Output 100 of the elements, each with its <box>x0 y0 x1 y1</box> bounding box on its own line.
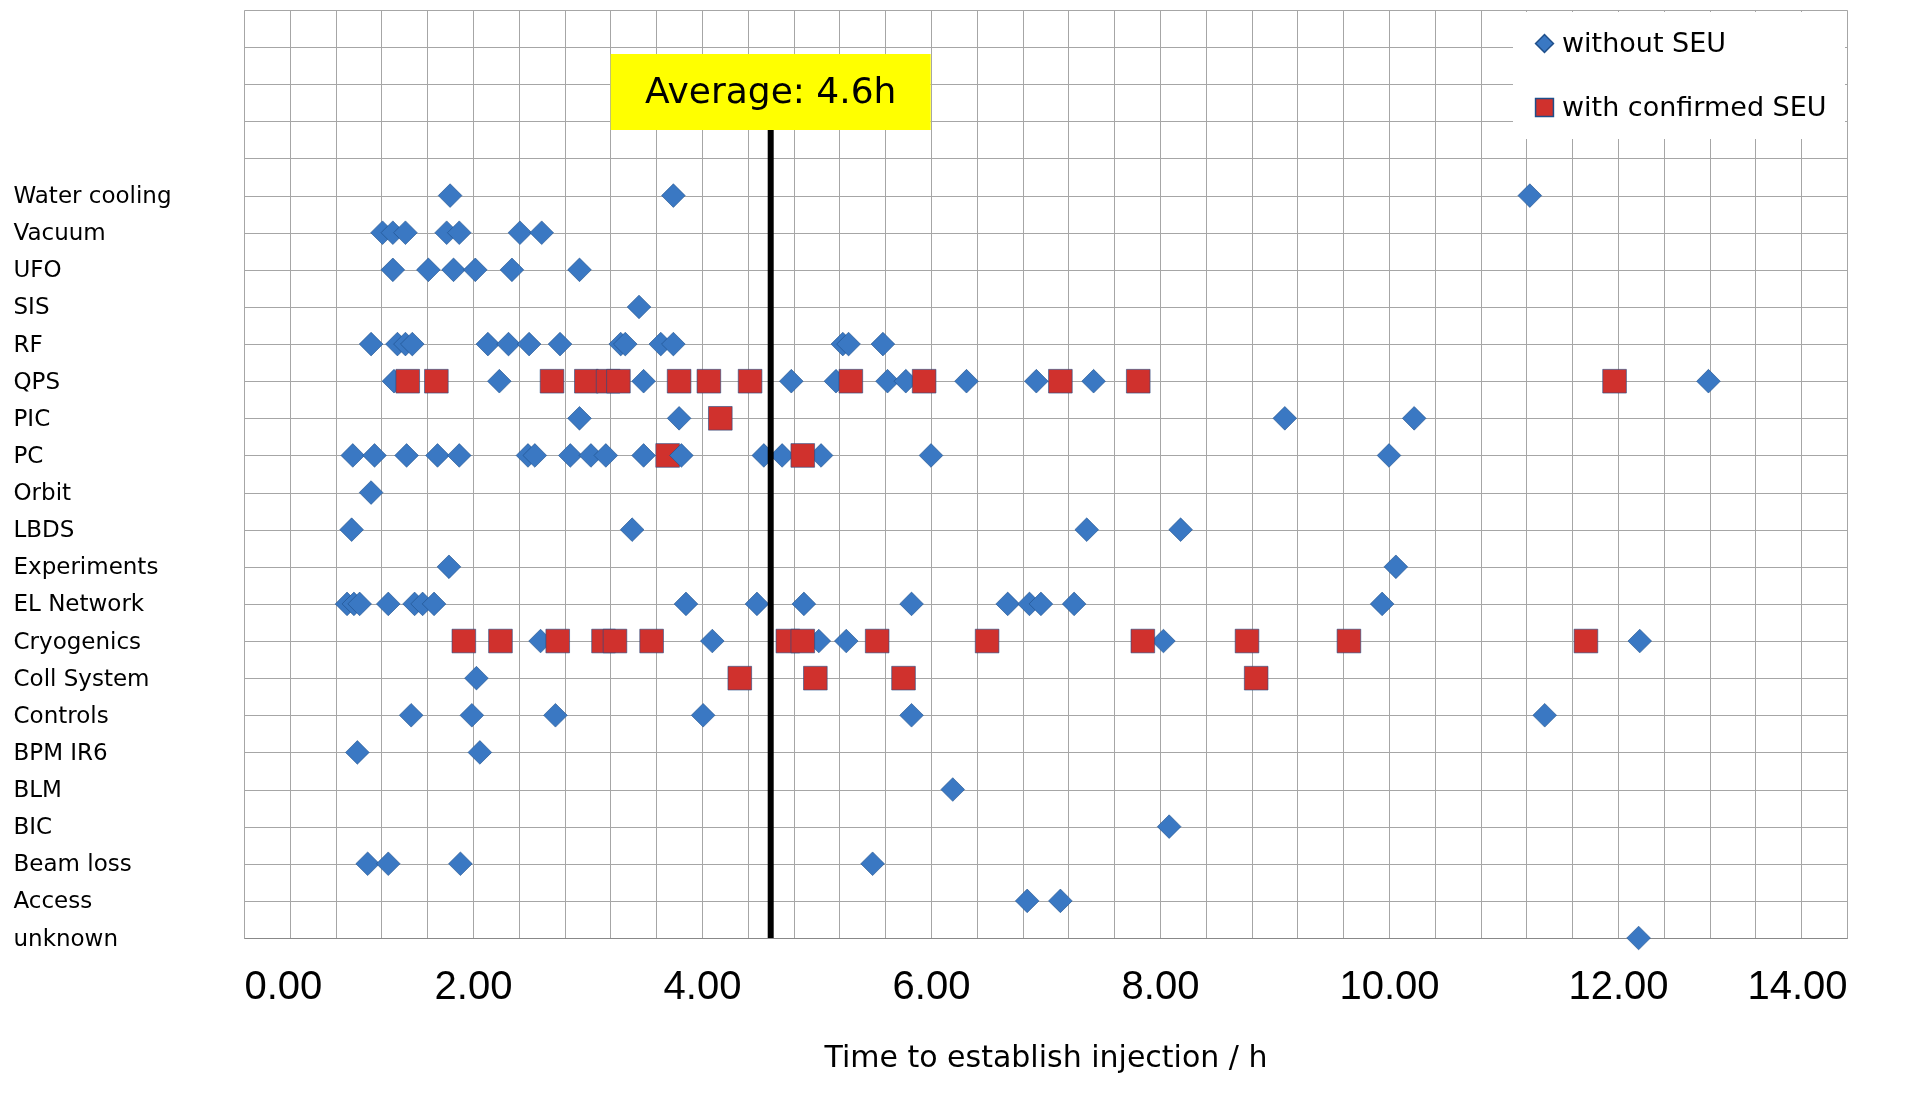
y-tick-label: Controls <box>13 701 109 728</box>
point <box>487 369 512 394</box>
y-tick-label: Beam loss <box>13 850 132 877</box>
point <box>666 369 692 394</box>
point <box>1081 369 1106 394</box>
y-tick-label: Experiments <box>13 553 159 580</box>
x-tick-label: 2.00 <box>434 962 513 1007</box>
point <box>860 851 885 876</box>
point <box>1532 703 1557 728</box>
point <box>436 554 462 579</box>
point <box>539 369 565 394</box>
y-tick-label: BPM IR6 <box>13 738 108 765</box>
point <box>380 257 405 282</box>
point <box>543 703 568 728</box>
point <box>464 666 489 691</box>
point <box>507 220 533 245</box>
point <box>727 666 752 691</box>
point <box>393 220 418 245</box>
point <box>918 443 944 468</box>
point <box>744 591 770 617</box>
point <box>437 183 463 208</box>
point <box>954 369 979 394</box>
y-tick-label: PIC <box>13 404 51 431</box>
point <box>567 406 592 431</box>
point <box>790 443 815 468</box>
y-tick-label: Coll System <box>13 664 150 691</box>
point <box>673 591 699 617</box>
point <box>940 777 965 802</box>
point <box>1244 666 1269 691</box>
point <box>499 257 525 282</box>
point <box>547 331 573 357</box>
x-tick-label: 10.00 <box>1339 962 1440 1007</box>
point <box>441 257 466 282</box>
point <box>696 369 721 394</box>
point <box>791 591 817 617</box>
x-tick-label: 8.00 <box>1121 962 1200 1007</box>
x-tick-label: 0.00 <box>244 962 323 1007</box>
point <box>606 369 631 394</box>
point <box>613 331 638 357</box>
point <box>1402 406 1427 431</box>
point <box>1168 517 1193 542</box>
point <box>567 257 592 282</box>
point <box>1517 183 1542 208</box>
point <box>691 703 716 728</box>
point <box>1015 888 1040 914</box>
y-tick-label: UFO <box>13 256 62 283</box>
y-tick-label: Access <box>13 887 93 914</box>
y-tick-label: Vacuum <box>13 219 106 246</box>
point <box>838 369 863 394</box>
y-tick-label: Orbit <box>13 479 72 506</box>
point <box>399 703 424 728</box>
x-tick-label: 6.00 <box>892 962 971 1007</box>
point <box>737 369 763 394</box>
point <box>545 628 570 654</box>
point <box>451 628 476 654</box>
point <box>362 443 387 468</box>
point <box>870 331 896 357</box>
point <box>574 369 599 394</box>
point <box>620 517 645 542</box>
point <box>421 591 447 617</box>
point <box>708 406 733 431</box>
point <box>1028 591 1054 617</box>
point <box>803 666 828 691</box>
point <box>339 517 364 542</box>
point <box>522 443 547 468</box>
y-tick-label: LBDS <box>13 516 75 543</box>
point <box>358 331 384 357</box>
point <box>974 628 1000 654</box>
point <box>1157 814 1182 839</box>
point <box>1024 369 1049 394</box>
point <box>1272 406 1297 431</box>
point <box>669 443 694 468</box>
point <box>891 666 916 691</box>
y-tick-label: EL Network <box>13 590 145 617</box>
point <box>661 331 686 357</box>
point <box>899 591 924 617</box>
point <box>447 443 472 468</box>
point <box>899 703 924 728</box>
y-tick-label: RF <box>13 330 43 357</box>
point <box>1048 369 1073 394</box>
point <box>345 740 370 765</box>
point <box>516 331 542 357</box>
y-tick-label: BIC <box>13 813 53 840</box>
point <box>425 443 450 468</box>
point <box>488 628 513 654</box>
point <box>394 443 419 468</box>
point <box>1696 369 1721 394</box>
point <box>459 703 484 728</box>
point <box>639 628 664 654</box>
y-tick-label: BLM <box>13 776 62 803</box>
point <box>496 331 521 357</box>
point <box>416 257 441 282</box>
y-tick-label: Cryogenics <box>13 627 142 654</box>
point <box>1573 628 1599 654</box>
point <box>475 331 501 357</box>
point <box>875 369 900 394</box>
point <box>424 369 449 394</box>
legend-label: with confirmed SEU <box>1562 90 1827 122</box>
point <box>666 406 692 431</box>
point <box>529 220 554 245</box>
